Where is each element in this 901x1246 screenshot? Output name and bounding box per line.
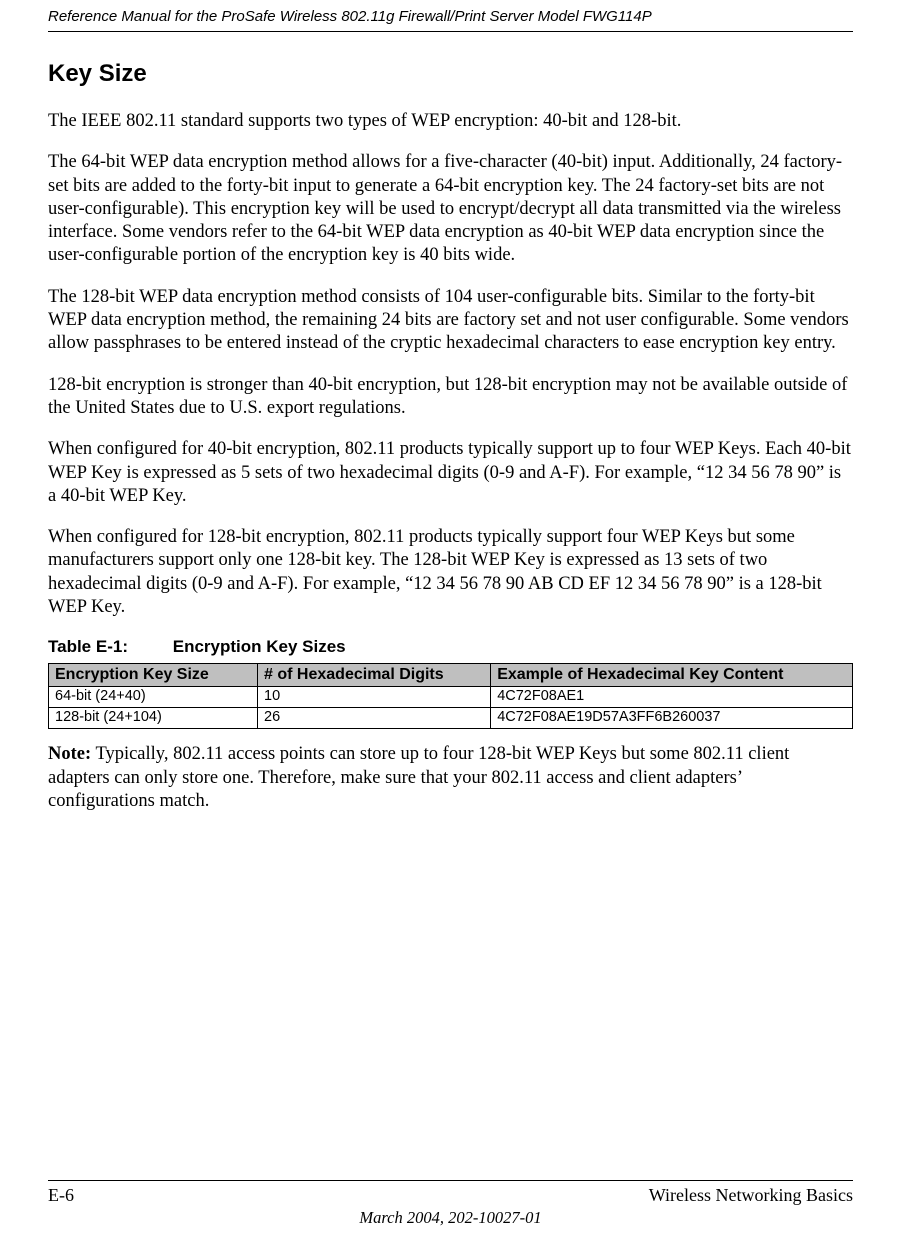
- table-header-cell: Example of Hexadecimal Key Content: [491, 664, 853, 687]
- table-cell: 4C72F08AE1: [491, 687, 853, 708]
- table-row: 64-bit (24+40) 10 4C72F08AE1: [49, 687, 853, 708]
- footer-revision: March 2004, 202-10027-01: [48, 1208, 853, 1228]
- table-header-cell: Encryption Key Size: [49, 664, 258, 687]
- table-cell: 128-bit (24+104): [49, 708, 258, 729]
- table-caption-text: Encryption Key Sizes: [173, 637, 346, 656]
- table-row: 128-bit (24+104) 26 4C72F08AE19D57A3FF6B…: [49, 708, 853, 729]
- table-cell: 10: [258, 687, 491, 708]
- table-cell: 64-bit (24+40): [49, 687, 258, 708]
- paragraph: When configured for 128-bit encryption, …: [48, 526, 853, 619]
- encryption-key-table: Encryption Key Size # of Hexadecimal Dig…: [48, 663, 853, 729]
- page-footer: E-6 Wireless Networking Basics March 200…: [48, 1174, 853, 1228]
- paragraph: The IEEE 802.11 standard supports two ty…: [48, 110, 853, 133]
- table-label: Table E-1:: [48, 637, 168, 657]
- paragraph: 128-bit encryption is stronger than 40-b…: [48, 374, 853, 421]
- table-cell: 4C72F08AE19D57A3FF6B260037: [491, 708, 853, 729]
- note-text: Typically, 802.11 access points can stor…: [48, 744, 789, 811]
- page-number: E-6: [48, 1185, 74, 1206]
- top-rule: [48, 31, 853, 32]
- table-cell: 26: [258, 708, 491, 729]
- bottom-rule: [48, 1180, 853, 1181]
- table-header-cell: # of Hexadecimal Digits: [258, 664, 491, 687]
- paragraph: The 64-bit WEP data encryption method al…: [48, 151, 853, 267]
- table-header-row: Encryption Key Size # of Hexadecimal Dig…: [49, 664, 853, 687]
- footer-row: E-6 Wireless Networking Basics: [48, 1185, 853, 1206]
- page-container: Reference Manual for the ProSafe Wireles…: [0, 0, 901, 1246]
- footer-section-name: Wireless Networking Basics: [649, 1185, 853, 1206]
- paragraph: When configured for 40-bit encryption, 8…: [48, 438, 853, 508]
- section-title: Key Size: [48, 60, 853, 88]
- note-label: Note:: [48, 744, 91, 764]
- note-paragraph: Note: Typically, 802.11 access points ca…: [48, 743, 853, 813]
- table-caption: Table E-1: Encryption Key Sizes: [48, 637, 853, 657]
- paragraph: The 128-bit WEP data encryption method c…: [48, 286, 853, 356]
- running-head: Reference Manual for the ProSafe Wireles…: [48, 0, 853, 31]
